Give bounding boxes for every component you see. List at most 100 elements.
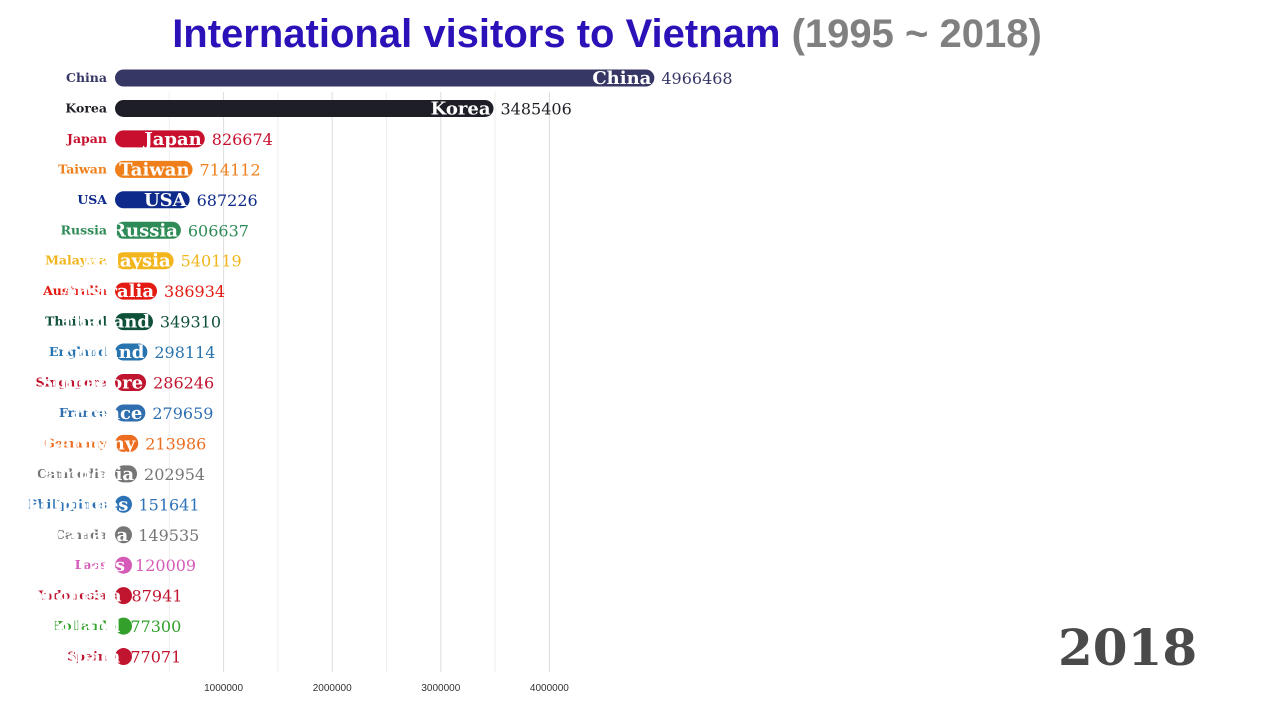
category-label: France [59, 405, 107, 420]
bar-row: Japan Japan 826674 [66, 129, 273, 150]
x-tick-label: 4000000 [530, 683, 569, 694]
bar [115, 648, 132, 666]
category-label: USA [77, 192, 107, 207]
value-label: 286246 [153, 374, 214, 393]
bar-inner-label: Thailand [61, 312, 151, 333]
value-label: 3485406 [501, 99, 572, 118]
bar-row: China China 4966468 [66, 68, 733, 89]
bar-inner-label: Philippines [15, 494, 129, 515]
bar-inner-label: Spain [63, 647, 120, 668]
chart-title-main: International visitors to Vietnam [172, 12, 781, 56]
value-label: 4966468 [661, 69, 732, 88]
category-label: Spain [67, 649, 107, 664]
category-label: Taiwan [58, 161, 107, 176]
category-label: England [49, 344, 107, 359]
value-label: 151641 [138, 495, 199, 514]
category-label: Indonesia [38, 588, 107, 603]
x-tick-label: 1000000 [204, 683, 243, 694]
bar-inner-label: China [592, 68, 651, 89]
bar [115, 221, 181, 239]
bar-inner-label: Canada [53, 525, 128, 546]
bar [115, 282, 158, 300]
value-label: 120009 [135, 556, 196, 575]
bar-inner-label: England [61, 342, 145, 363]
bar [115, 556, 132, 574]
bar-inner-label: Cambodia [33, 464, 134, 485]
category-label: Cambodia [37, 466, 107, 481]
bar [115, 160, 193, 178]
value-label: 714112 [200, 160, 261, 179]
category-label: Japan [66, 131, 107, 146]
value-label: 349310 [160, 313, 221, 332]
value-label: 77300 [130, 617, 181, 636]
bar [115, 617, 132, 635]
value-label: 386934 [164, 282, 225, 301]
category-label: Canada [55, 527, 107, 542]
bar [115, 404, 146, 422]
value-label: 279659 [152, 404, 213, 423]
value-label: 826674 [212, 130, 273, 149]
bar [115, 587, 132, 605]
chart-title: International visitors to Vietnam (1995 … [0, 12, 1214, 57]
bar-inner-label: Japan [142, 129, 202, 150]
category-label: Holland [51, 618, 107, 633]
bar-row: Taiwan Taiwan 714112 [58, 159, 261, 180]
bar [115, 130, 205, 148]
category-label: Thailand [45, 314, 107, 329]
category-label: China [66, 70, 107, 85]
bar [115, 374, 147, 391]
value-label: 77071 [130, 648, 181, 667]
bar-inner-label: Germany [45, 433, 136, 454]
bar-inner-label: Korea [431, 98, 491, 119]
category-label: Australia [42, 283, 107, 298]
bar-inner-label: France [73, 403, 142, 424]
value-label: 149535 [138, 526, 199, 545]
category-label: Germany [44, 435, 108, 450]
value-label: 213986 [145, 434, 206, 453]
bar-inner-label: Russia [111, 220, 178, 241]
bar [115, 252, 174, 270]
bar-row: USA USA 687226 [77, 190, 257, 211]
category-label: Russia [61, 222, 107, 237]
category-label: Singapore [36, 375, 107, 390]
bar-inner-label: USA [144, 190, 188, 211]
bar [115, 495, 132, 513]
x-tick-label: 3000000 [421, 683, 460, 694]
value-label: 687226 [197, 191, 258, 210]
value-label: 202954 [144, 465, 205, 484]
bar-inner-label: Malaysia [81, 251, 171, 272]
category-label: Korea [65, 100, 107, 115]
bar-inner-label: Australia [61, 281, 154, 302]
bar [115, 99, 494, 117]
bar [115, 313, 153, 331]
bar [115, 343, 148, 361]
bar-inner-label: Holland [40, 616, 120, 637]
bar-inner-label: Laos [79, 555, 125, 576]
chart-title-range: (1995 ~ 2018) [791, 12, 1042, 56]
category-label: Philippines [28, 496, 107, 511]
bar [115, 69, 655, 87]
category-label: Laos [75, 557, 107, 572]
bar-inner-label: Indonesia [22, 586, 122, 607]
bar [115, 434, 139, 452]
value-label: 540119 [181, 252, 242, 271]
category-label: Malaysia [45, 253, 107, 268]
gridlines [168, 92, 550, 672]
bar-inner-label: Singapore [40, 373, 143, 394]
value-label: 298114 [154, 343, 215, 362]
year-label: 2018 [1058, 618, 1198, 677]
